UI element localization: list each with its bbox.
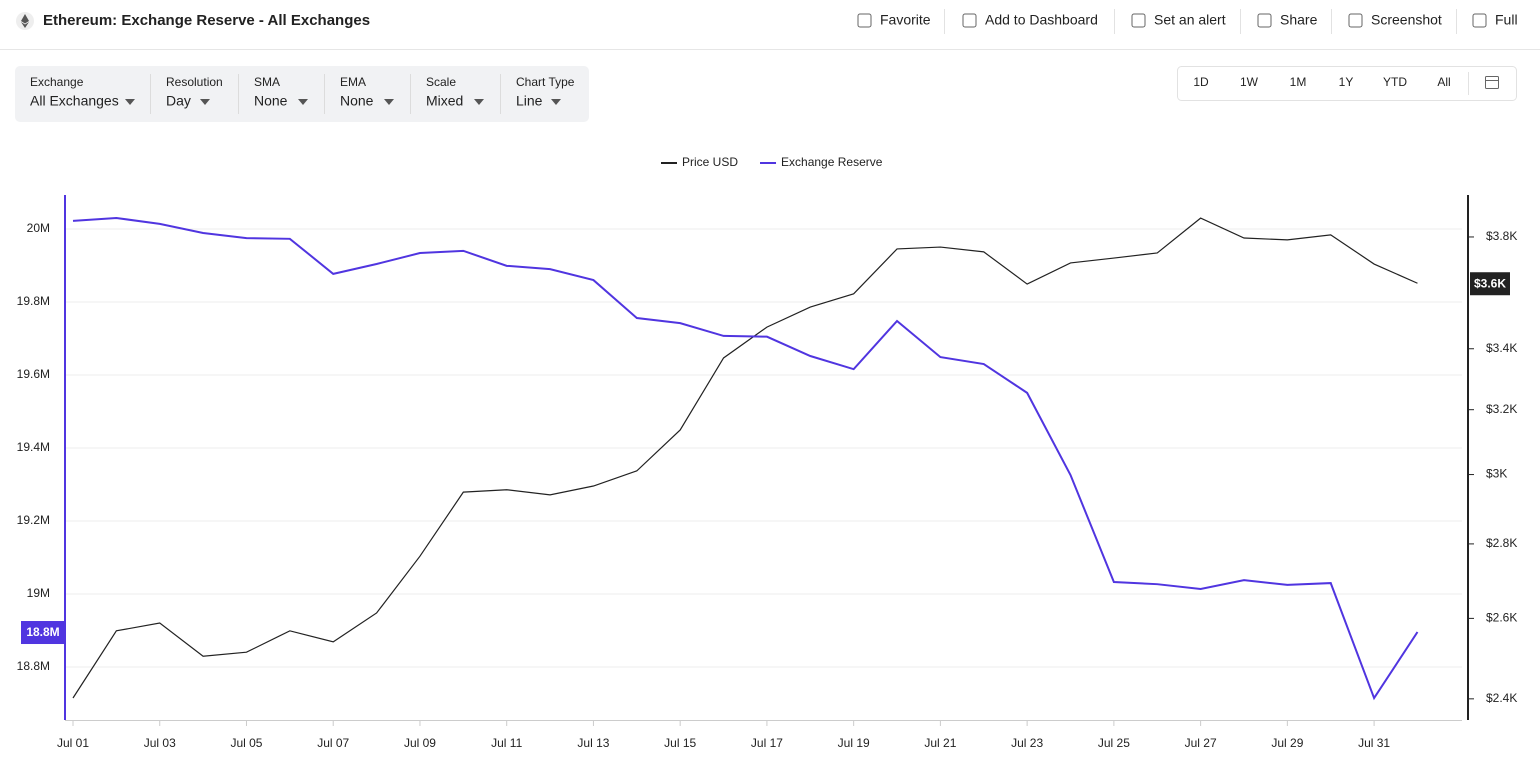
action-icon[interactable] (1131, 13, 1146, 28)
legend-label[interactable]: Exchange Reserve (781, 155, 883, 169)
x-tick-label: Jul 25 (1098, 736, 1130, 750)
dropdown-caret (125, 99, 135, 105)
y2-tick-label: $2.6K (1486, 611, 1517, 625)
x-tick-label: Jul 05 (230, 736, 262, 750)
x-tick-label: Jul 23 (1011, 736, 1043, 750)
x-tick-label: Jul 01 (57, 736, 89, 750)
filter-label: EMA (340, 75, 366, 89)
dropdown-caret (384, 99, 394, 105)
action-icon[interactable] (1257, 13, 1272, 28)
dropdown-caret (200, 99, 210, 105)
action-button[interactable]: Share (1280, 12, 1318, 28)
calendar-icon[interactable] (1485, 76, 1499, 89)
y-tick-label: 19.2M (17, 513, 50, 527)
filter-value[interactable]: None (340, 93, 374, 109)
range-button[interactable]: All (1437, 75, 1450, 89)
y2-tick-label: $3.8K (1486, 229, 1517, 243)
action-button[interactable]: Set an alert (1154, 12, 1226, 28)
legend-label[interactable]: Price USD (682, 155, 738, 169)
y-tick-label: 19.4M (17, 440, 50, 454)
filter-value[interactable]: All Exchanges (30, 93, 119, 109)
dropdown-caret (298, 99, 308, 105)
filter-label: SMA (254, 75, 280, 89)
y2-tick-label: $3.4K (1486, 341, 1517, 355)
y-tick-label: 19.6M (17, 367, 50, 381)
y2-tick-label: $3.2K (1486, 402, 1517, 416)
filter-value[interactable]: Line (516, 93, 543, 109)
action-button[interactable]: Screenshot (1371, 12, 1442, 28)
range-button[interactable]: YTD (1383, 75, 1407, 89)
x-tick-label: Jul 27 (1185, 736, 1217, 750)
range-button[interactable]: 1Y (1339, 75, 1354, 89)
last-value-badge (1470, 272, 1510, 296)
y-tick-label: 18.8M (17, 659, 50, 673)
x-tick-label: Jul 13 (577, 736, 609, 750)
dropdown-caret (551, 99, 561, 105)
action-icon[interactable] (1348, 13, 1363, 28)
range-button[interactable]: 1D (1193, 75, 1209, 89)
x-tick-label: Jul 03 (144, 736, 176, 750)
range-bar (1177, 66, 1517, 101)
filter-value[interactable]: None (254, 93, 288, 109)
page-title: Ethereum: Exchange Reserve - All Exchang… (43, 12, 370, 29)
x-tick-label: Jul 15 (664, 736, 696, 750)
range-button[interactable]: 1W (1240, 75, 1259, 89)
action-icon[interactable] (962, 13, 977, 28)
action-button[interactable]: Favorite (880, 12, 931, 28)
y2-tick-label: $2.4K (1486, 691, 1517, 705)
filter-label: Scale (426, 75, 456, 89)
x-tick-label: Jul 09 (404, 736, 436, 750)
y2-tick-label: $3K (1486, 467, 1507, 481)
y-tick-label: 20M (27, 221, 50, 235)
x-tick-label: Jul 31 (1358, 736, 1390, 750)
x-tick-label: Jul 11 (491, 736, 522, 750)
series-line (72, 217, 1418, 699)
y-tick-label: 19M (27, 586, 50, 600)
action-button[interactable]: Full (1495, 12, 1518, 28)
x-tick-label: Jul 07 (317, 736, 349, 750)
eth-icon-glyph (21, 14, 29, 28)
filter-value[interactable]: Mixed (426, 93, 463, 109)
series-line (72, 216, 1419, 701)
x-tick-label: Jul 29 (1271, 736, 1303, 750)
y2-tick-label: $2.8K (1486, 536, 1517, 550)
x-tick-label: Jul 21 (924, 736, 956, 750)
filter-label: Exchange (30, 75, 84, 89)
last-value-label: $3.6K (1474, 276, 1506, 290)
action-icon[interactable] (857, 13, 872, 28)
filter-label: Resolution (166, 75, 223, 89)
filter-label: Chart Type (516, 75, 575, 89)
last-value-label: 18.8M (26, 625, 59, 639)
y-tick-label: 19.8M (17, 294, 50, 308)
filter-bar (15, 66, 589, 122)
dropdown-caret (474, 99, 484, 105)
action-icon[interactable] (1472, 13, 1487, 28)
range-button[interactable]: 1M (1290, 75, 1307, 89)
filter-value[interactable]: Day (166, 93, 191, 109)
x-tick-label: Jul 19 (838, 736, 870, 750)
last-value-badge (21, 621, 64, 645)
action-button[interactable]: Add to Dashboard (985, 12, 1098, 28)
x-tick-label: Jul 17 (751, 736, 783, 750)
